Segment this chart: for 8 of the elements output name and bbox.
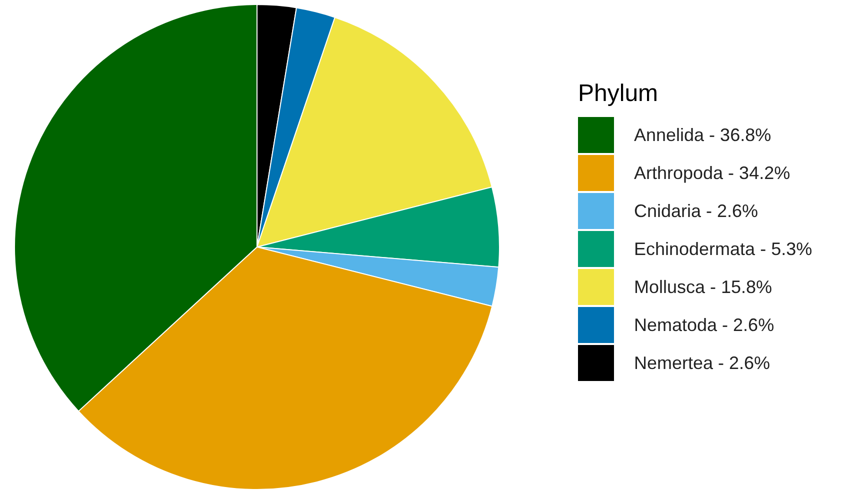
legend-label: Arthropoda - 34.2% bbox=[634, 162, 790, 184]
legend-label: Echinodermata - 5.3% bbox=[634, 238, 812, 260]
legend-label: Annelida - 36.8% bbox=[634, 124, 772, 146]
legend-label: Nemertea - 2.6% bbox=[634, 352, 770, 374]
legend-title: Phylum bbox=[578, 80, 660, 108]
legend-label: Cnidaria - 2.6% bbox=[634, 200, 758, 222]
legend-label: Mollusca - 15.8% bbox=[634, 276, 772, 298]
legend-label: Nematoda - 2.6% bbox=[634, 314, 774, 336]
